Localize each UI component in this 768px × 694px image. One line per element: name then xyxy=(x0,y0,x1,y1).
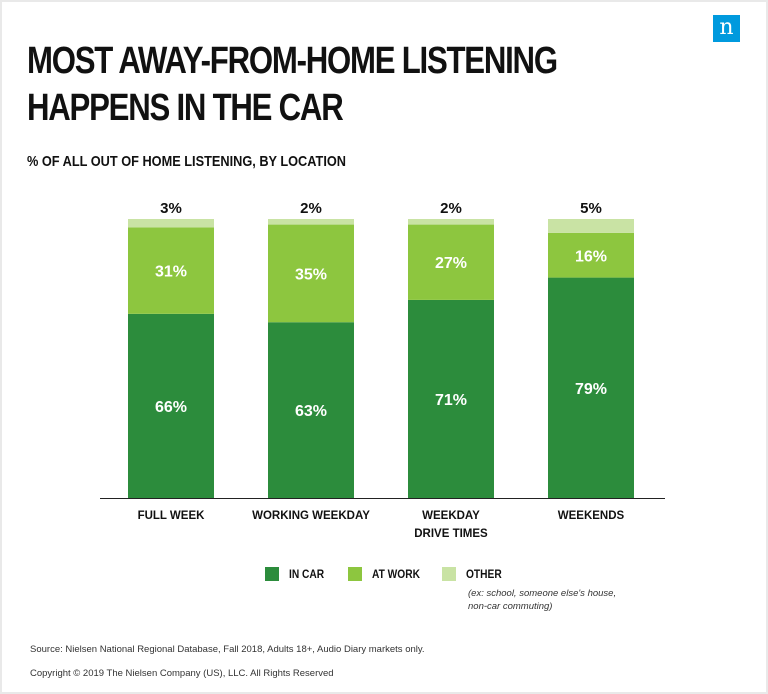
bar-segment xyxy=(408,224,494,300)
bar-segment xyxy=(268,219,354,225)
data-label: 63% xyxy=(295,403,327,420)
legend-label-in-car: IN CAR xyxy=(289,567,325,581)
data-label: 16% xyxy=(575,248,607,265)
legend-note-line1: (ex: school, someone else's house, xyxy=(468,588,617,599)
stacked-bar-chart: 66% 31% 3% FULL WEEK 63% 35% 2% WORKING WEEKDAY… xyxy=(100,200,665,540)
category-label: FULL WEEK xyxy=(138,510,206,522)
legend-swatch-at-work xyxy=(348,567,362,581)
bar-segment xyxy=(268,322,354,498)
nielsen-logo: n xyxy=(713,15,740,42)
data-label: 27% xyxy=(435,255,467,272)
legend-note-line2: non-car commuting) xyxy=(468,601,553,612)
legend-label-other: OTHER xyxy=(466,567,502,581)
category-label: WORKING WEEKDAY xyxy=(252,510,370,522)
bar-segment xyxy=(408,299,494,498)
data-label: 5% xyxy=(580,200,602,217)
data-label: 79% xyxy=(575,381,607,398)
chart-title: MOST AWAY-FROM-HOME LISTENING HAPPENS IN… xyxy=(27,38,558,132)
bar-segment xyxy=(548,219,634,233)
chart-title-line2: HAPPENS IN THE CAR xyxy=(27,87,344,129)
bar-segment xyxy=(128,219,214,228)
legend-note: (ex: school, someone else's house, non-c… xyxy=(468,587,628,613)
bar-segment xyxy=(268,224,354,323)
bar-segment xyxy=(548,232,634,278)
data-label: 3% xyxy=(160,200,182,217)
bar-segment xyxy=(128,227,214,314)
data-label: 71% xyxy=(435,392,467,409)
data-label: 31% xyxy=(155,264,187,281)
legend-swatch-other xyxy=(442,567,456,581)
category-label: WEEKDAY xyxy=(422,510,480,522)
bar-segment xyxy=(408,219,494,225)
copyright-note: Copyright © 2019 The Nielsen Company (US… xyxy=(30,668,334,679)
category-label: WEEKENDS xyxy=(558,510,625,522)
legend-swatch-in-car xyxy=(265,567,279,581)
bar-segment xyxy=(548,277,634,498)
data-label: 35% xyxy=(295,266,327,283)
data-label: 66% xyxy=(155,399,187,416)
chart-subtitle: % OF ALL OUT OF HOME LISTENING, BY LOCAT… xyxy=(27,153,346,170)
bar-segment xyxy=(128,313,214,498)
category-label: DRIVE TIMES xyxy=(414,528,488,540)
legend-label-at-work: AT WORK xyxy=(372,567,420,581)
source-note: Source: Nielsen National Regional Databa… xyxy=(30,644,425,655)
data-label: 2% xyxy=(300,200,322,217)
data-label: 2% xyxy=(440,200,462,217)
chart-title-line1: MOST AWAY-FROM-HOME LISTENING xyxy=(27,40,558,82)
